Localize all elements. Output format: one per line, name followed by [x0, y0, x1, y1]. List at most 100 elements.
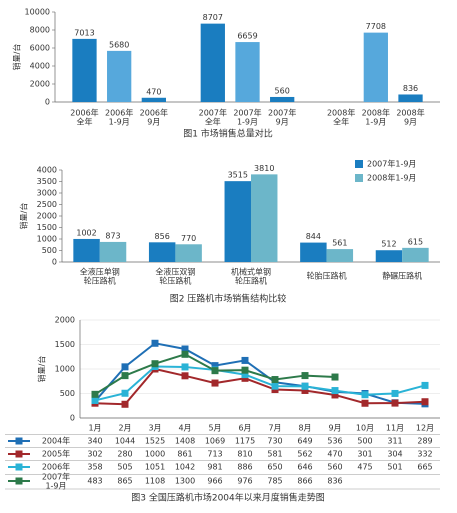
- bar: [73, 238, 100, 262]
- x-tick-label: 12月: [416, 424, 434, 433]
- point: [91, 396, 99, 404]
- point: [181, 372, 189, 380]
- point: [271, 382, 279, 390]
- point: [211, 367, 219, 375]
- x-tick-label: 2007年 9月: [268, 107, 296, 126]
- x-tick-label: 全液压单钢轮压路机: [80, 266, 120, 285]
- point: [391, 389, 399, 397]
- y-tick-label: 4000: [30, 62, 50, 71]
- table-cell: 650: [267, 463, 282, 472]
- value-label: 8707: [203, 13, 223, 22]
- value-label: 856: [155, 232, 170, 241]
- x-tick-label: 2月: [118, 424, 131, 433]
- table-cell: 358: [87, 463, 102, 472]
- table-cell: 311: [387, 437, 402, 446]
- bar: [235, 42, 260, 102]
- table-cell: 289: [417, 437, 432, 446]
- table-cell: 1108: [145, 477, 165, 486]
- value-label: 844: [306, 232, 321, 241]
- y-tick-label: 2000: [55, 316, 75, 325]
- y-tick-label: 2500: [37, 200, 57, 209]
- point: [241, 356, 249, 364]
- table-cell: 1175: [235, 437, 255, 446]
- table-cell: 1044: [115, 437, 135, 446]
- table-cell: 785: [267, 477, 282, 486]
- table-cell: 1051: [145, 463, 165, 472]
- chart-title: 图3 全国压路机市场2004年以来月度销售走势图: [131, 492, 325, 504]
- table-cell: 302: [87, 450, 102, 459]
- y-tick-label: 1500: [55, 340, 75, 349]
- table-cell: 280: [117, 450, 132, 459]
- y-tick-label: 0: [45, 98, 50, 107]
- legend-swatch: [355, 174, 363, 182]
- table-cell: 475: [357, 463, 372, 472]
- point: [91, 390, 99, 398]
- x-tick-label: 轮胎压路机: [307, 271, 347, 281]
- y-tick-label: 6000: [30, 44, 50, 53]
- line: [94, 367, 426, 406]
- bar: [375, 250, 403, 262]
- point: [421, 398, 429, 406]
- value-label: 873: [105, 231, 120, 240]
- value-label: 512: [381, 240, 396, 249]
- point: [421, 381, 429, 389]
- x-tick-label: 10月: [356, 424, 374, 433]
- table-cell: 332: [417, 450, 432, 459]
- y-tick-label: 8000: [30, 26, 50, 35]
- x-tick-label: 2006年 9月: [140, 107, 168, 126]
- table-cell: 581: [267, 450, 282, 459]
- y-tick-label: 0: [52, 258, 57, 267]
- table-cell: 1408: [175, 437, 195, 446]
- table-cell: 562: [297, 450, 312, 459]
- point: [331, 373, 339, 381]
- bar: [224, 181, 251, 262]
- y-tick-label: 1000: [55, 365, 75, 374]
- bar: [402, 247, 429, 262]
- bar: [99, 241, 127, 262]
- bar: [148, 242, 176, 262]
- bar: [200, 23, 225, 102]
- y-tick-label: 3500: [37, 177, 57, 186]
- point: [151, 339, 159, 347]
- table-cell: 470: [327, 450, 342, 459]
- x-tick-label: 静碾压路机: [382, 271, 422, 281]
- point: [331, 387, 339, 395]
- point: [241, 374, 249, 382]
- value-label: 770: [181, 234, 196, 243]
- table-cell: 560: [327, 463, 342, 472]
- table-cell: 1042: [175, 463, 195, 472]
- point: [121, 363, 129, 371]
- point: [181, 345, 189, 353]
- table-cell: 981: [207, 463, 222, 472]
- table-cell: 304: [387, 450, 402, 459]
- point: [361, 399, 369, 407]
- x-tick-label: 1月: [88, 424, 101, 433]
- table-cell: 1525: [145, 437, 165, 446]
- point: [121, 372, 129, 380]
- point: [301, 372, 309, 380]
- x-tick-label: 4月: [178, 424, 191, 433]
- y-tick-label: 4000: [37, 166, 57, 175]
- y-axis-label: 销量/台: [37, 356, 47, 383]
- table-cell: 730: [267, 437, 282, 446]
- value-label: 6659: [237, 32, 257, 41]
- x-tick-label: 2006年 1-9月: [105, 107, 133, 126]
- table-cell: 536: [327, 437, 342, 446]
- value-label: 1002: [76, 228, 96, 237]
- table-cell: 649: [297, 437, 312, 446]
- point: [241, 366, 249, 374]
- point: [301, 386, 309, 394]
- x-tick-label: 5月: [208, 424, 221, 433]
- point: [121, 389, 129, 397]
- point: [331, 391, 339, 399]
- bar: [107, 50, 132, 102]
- x-tick-label: 2008年 1-9月: [362, 107, 390, 126]
- legend-swatch: [355, 160, 363, 168]
- y-tick-label: 1000: [37, 235, 57, 244]
- table-cell: 861: [177, 450, 192, 459]
- y-tick-label: 10000: [25, 8, 50, 17]
- point: [391, 399, 399, 407]
- bar: [326, 249, 354, 262]
